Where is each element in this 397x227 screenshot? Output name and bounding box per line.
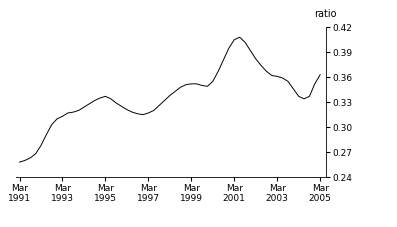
Text: ratio: ratio xyxy=(314,9,337,19)
